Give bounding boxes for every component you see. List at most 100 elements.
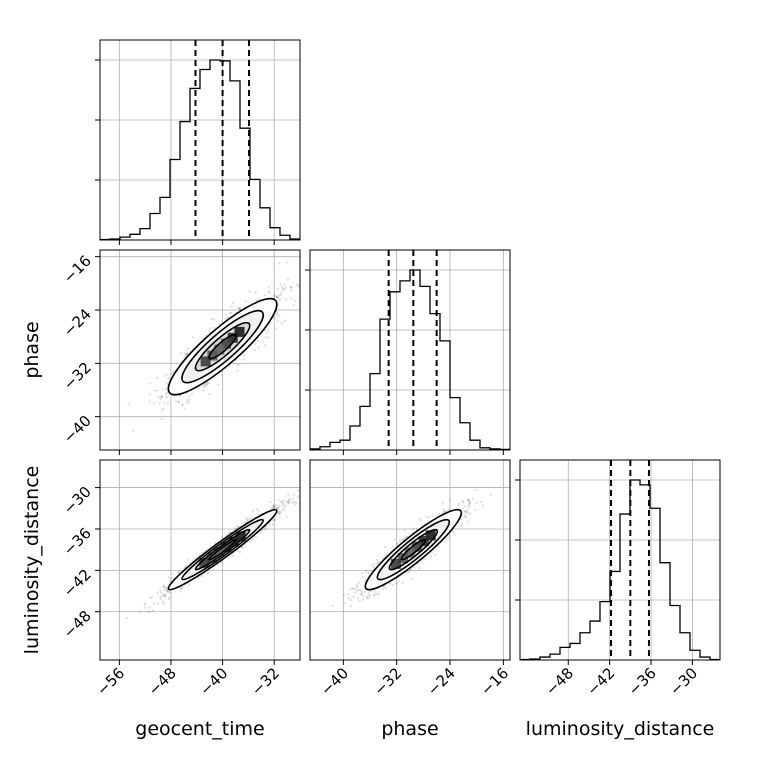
scatter-point bbox=[297, 489, 300, 492]
scatter-point bbox=[375, 592, 379, 595]
scatter-point bbox=[282, 288, 285, 291]
scatter-point bbox=[208, 392, 211, 396]
scatter-point bbox=[238, 550, 242, 554]
scatter-point bbox=[471, 498, 475, 501]
scatter-point bbox=[468, 501, 471, 504]
y-axis-label-phase: phase bbox=[21, 321, 43, 378]
hist-step-geocent_time bbox=[100, 59, 300, 241]
scatter-point bbox=[453, 531, 456, 535]
scatter-point bbox=[224, 317, 227, 321]
scatter-point bbox=[355, 589, 359, 592]
axes-frame bbox=[99, 249, 301, 451]
scatter-point bbox=[343, 601, 346, 605]
density-block bbox=[214, 344, 225, 355]
axes-frame bbox=[309, 459, 511, 661]
scatter-point bbox=[281, 508, 284, 511]
scatter-point bbox=[463, 510, 466, 513]
scatter-point bbox=[445, 537, 448, 540]
scatter-point bbox=[162, 594, 165, 597]
scatter-point bbox=[331, 604, 334, 608]
scatter-point bbox=[276, 506, 280, 510]
hist-panel-luminosity_distance bbox=[515, 459, 721, 661]
contour-line bbox=[194, 321, 251, 372]
scatter-point bbox=[234, 527, 237, 531]
scatter-point bbox=[236, 369, 239, 372]
scatter-point bbox=[258, 531, 262, 534]
scatter-point bbox=[468, 502, 471, 506]
contour-line bbox=[376, 518, 451, 581]
scatter-point bbox=[350, 598, 353, 602]
scatter-point bbox=[276, 319, 279, 322]
scatter-point bbox=[392, 545, 395, 548]
scatter-point bbox=[296, 283, 299, 286]
scatter-point bbox=[147, 610, 150, 614]
scatter-point bbox=[401, 581, 404, 585]
scatter-point bbox=[367, 597, 370, 600]
scatter-point bbox=[164, 595, 167, 598]
scatter-point bbox=[163, 593, 167, 596]
scatter-point bbox=[253, 349, 257, 352]
scatter-point bbox=[207, 572, 210, 575]
scatter-point bbox=[278, 298, 282, 301]
scatter-point bbox=[160, 395, 164, 398]
y-tick-label: −16 bbox=[60, 252, 95, 287]
scatter-point bbox=[431, 514, 434, 518]
scatter-point bbox=[417, 567, 421, 570]
scatter-point bbox=[165, 589, 169, 592]
scatter-point bbox=[201, 574, 204, 578]
scatter-point bbox=[279, 510, 282, 514]
scatter-point bbox=[159, 395, 162, 398]
scatter-point bbox=[150, 596, 154, 599]
scatter-point bbox=[460, 517, 463, 521]
x-tick-label: −30 bbox=[666, 664, 701, 699]
scatter-point bbox=[283, 319, 286, 323]
scatter-point bbox=[204, 334, 207, 338]
scatter-point bbox=[220, 374, 223, 377]
scatter-point bbox=[442, 508, 445, 511]
scatter-point bbox=[248, 290, 251, 293]
scatter-point bbox=[271, 506, 274, 509]
scatter-point bbox=[438, 512, 441, 515]
scatter-point bbox=[186, 399, 189, 402]
y-axis-label-luminosity_distance: luminosity_distance bbox=[21, 466, 43, 655]
scatter-point bbox=[166, 591, 170, 594]
scatter-point bbox=[376, 561, 380, 564]
scatter-point bbox=[268, 523, 271, 526]
scatter-point bbox=[162, 585, 165, 589]
scatter-point bbox=[148, 606, 151, 609]
axes-frame bbox=[99, 39, 301, 241]
scatter-point bbox=[177, 570, 181, 573]
scatter-point bbox=[156, 376, 159, 379]
scatter-point bbox=[125, 616, 129, 620]
scatter-point bbox=[183, 352, 186, 356]
scatter-point bbox=[160, 409, 164, 412]
scatter-point bbox=[159, 595, 162, 598]
scatter-point bbox=[160, 591, 163, 595]
scatter-point bbox=[357, 581, 360, 585]
scatter-point bbox=[186, 347, 189, 350]
scatter-point bbox=[188, 398, 191, 401]
scatter-point bbox=[396, 541, 399, 545]
scatter-point bbox=[437, 545, 440, 548]
density-block bbox=[234, 326, 245, 337]
scatter-point bbox=[277, 512, 281, 516]
scatter-point bbox=[269, 501, 272, 504]
scatter-point bbox=[463, 513, 466, 516]
scatter-point bbox=[372, 594, 375, 597]
scatter-point bbox=[277, 296, 280, 299]
scatter-point bbox=[273, 294, 276, 298]
scatter-point bbox=[424, 558, 427, 561]
density-block bbox=[397, 553, 408, 564]
scatter-point bbox=[284, 298, 288, 301]
scatter-point bbox=[156, 591, 159, 595]
scatter-point bbox=[238, 308, 241, 311]
scatter-point bbox=[411, 577, 414, 581]
scatter-panel-geocent_time-vs-luminosity_distance bbox=[99, 459, 301, 661]
y-tick-label: −42 bbox=[60, 565, 95, 600]
y-tick-label: −32 bbox=[60, 358, 95, 393]
scatter-point bbox=[278, 294, 281, 297]
scatter-point bbox=[293, 493, 296, 497]
scatter-point bbox=[282, 506, 286, 509]
scatter-point bbox=[163, 585, 167, 589]
